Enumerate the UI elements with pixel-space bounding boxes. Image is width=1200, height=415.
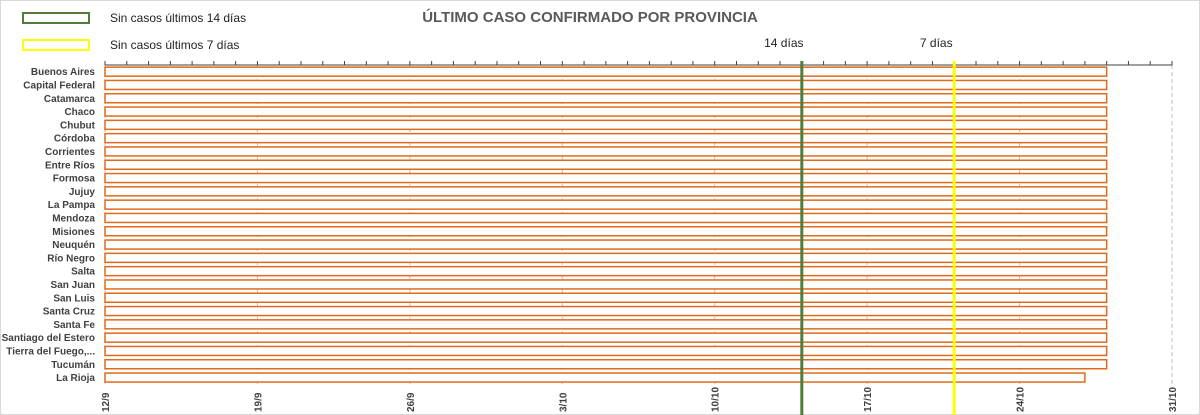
bar bbox=[104, 119, 1108, 131]
category-label: Santa Cruz bbox=[43, 307, 95, 318]
bar bbox=[104, 212, 1108, 224]
x-tick-label: 12/9 bbox=[101, 392, 112, 412]
category-label: Tierra del Fuego,... bbox=[6, 346, 95, 357]
x-tick-label: 3/10 bbox=[558, 392, 569, 412]
category-label: Buenos Aires bbox=[31, 67, 96, 78]
bar bbox=[104, 199, 1108, 210]
reference-line-label: 14 días bbox=[764, 36, 803, 50]
category-label: Mendoza bbox=[52, 213, 95, 224]
category-label: Santa Fe bbox=[53, 320, 95, 331]
legend-label-14-days: Sin casos últimos 14 días bbox=[110, 11, 247, 25]
category-label: Formosa bbox=[53, 174, 96, 185]
x-tick-label: 17/10 bbox=[863, 387, 874, 412]
bar bbox=[104, 132, 1108, 144]
bar bbox=[104, 359, 1108, 370]
bar bbox=[104, 345, 1108, 357]
category-label: Córdoba bbox=[54, 134, 96, 145]
bar bbox=[104, 93, 1108, 104]
bar bbox=[104, 66, 1108, 77]
reference-line-label: 7 días bbox=[920, 36, 953, 50]
category-label: Salta bbox=[71, 267, 95, 278]
bar bbox=[104, 79, 1108, 91]
category-label: Entre Ríos bbox=[45, 160, 95, 171]
category-label: Capital Federal bbox=[23, 80, 95, 91]
bar bbox=[104, 372, 1086, 383]
bar bbox=[104, 292, 1108, 303]
category-label: Chubut bbox=[60, 120, 96, 131]
category-label: Catamarca bbox=[44, 94, 96, 105]
chart-title: ÚLTIMO CASO CONFIRMADO POR PROVINCIA bbox=[422, 9, 758, 26]
bar bbox=[104, 106, 1108, 117]
bar bbox=[104, 186, 1108, 197]
category-label: Tucumán bbox=[51, 360, 95, 371]
category-label: Misiones bbox=[52, 227, 95, 238]
category-label: Jujuy bbox=[69, 187, 96, 198]
category-label: Santiago del Estero bbox=[2, 333, 95, 344]
bar bbox=[104, 305, 1108, 317]
bar bbox=[104, 159, 1108, 170]
x-tick-label: 31/10 bbox=[1168, 387, 1179, 412]
bar bbox=[104, 332, 1108, 343]
bar bbox=[104, 239, 1108, 250]
category-label: Chaco bbox=[64, 107, 95, 118]
x-tick-label: 24/10 bbox=[1016, 387, 1027, 412]
legend-label-7-days: Sin casos últimos 7 días bbox=[110, 38, 240, 52]
category-label: Corrientes bbox=[45, 147, 95, 158]
x-tick-label: 10/10 bbox=[711, 387, 722, 412]
legend-swatch-14-days bbox=[22, 12, 90, 24]
x-tick-label: 26/9 bbox=[406, 392, 417, 412]
category-label: Río Negro bbox=[47, 253, 95, 264]
legend-swatch-7-days bbox=[22, 39, 90, 51]
bar bbox=[104, 279, 1108, 290]
bar bbox=[104, 265, 1108, 277]
category-label: La Pampa bbox=[48, 200, 96, 211]
bar bbox=[104, 146, 1108, 157]
bar bbox=[104, 172, 1108, 184]
category-label: Neuquén bbox=[52, 240, 95, 251]
bar bbox=[104, 252, 1108, 264]
category-label: La Rioja bbox=[56, 373, 95, 384]
category-label: San Juan bbox=[51, 280, 95, 291]
bar bbox=[104, 319, 1108, 330]
bar bbox=[104, 226, 1108, 237]
x-tick-label: 19/9 bbox=[253, 392, 264, 412]
category-label: San Luis bbox=[53, 293, 95, 304]
